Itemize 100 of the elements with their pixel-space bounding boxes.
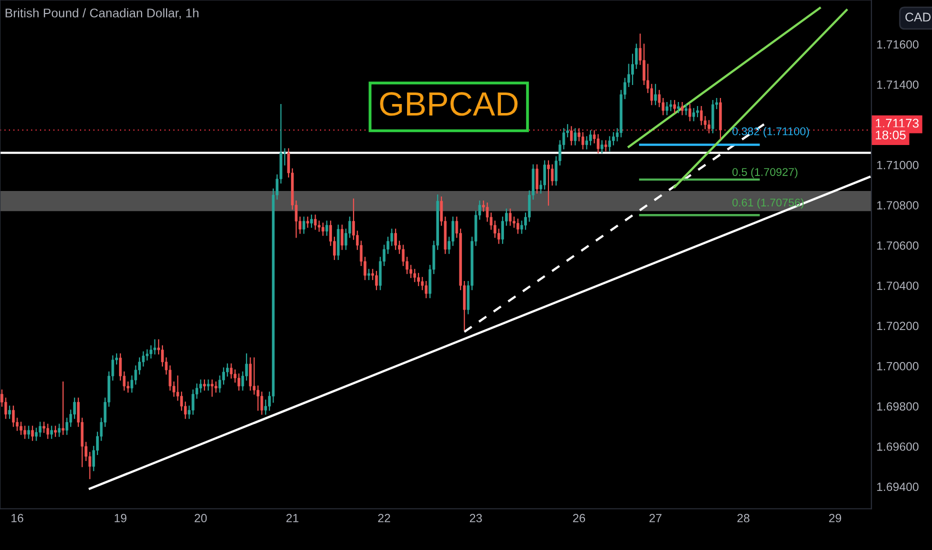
- candlestick: [367, 268, 370, 280]
- candlestick: [654, 84, 657, 106]
- text: British Pound / Canadian Dollar, 1h: [6, 8, 198, 19]
- candlestick: [38, 422, 42, 437]
- candlestick: [264, 400, 267, 415]
- candlestick: [516, 218, 520, 234]
- x-tick-label: 22: [378, 514, 390, 522]
- candlestick: [256, 386, 260, 411]
- candlestick: [54, 426, 57, 437]
- candlestick: [543, 160, 546, 190]
- x-tick-label: 19: [114, 514, 126, 522]
- candlestick: [20, 422, 22, 435]
- candlestick: [310, 214, 313, 228]
- candlestick: [390, 228, 394, 246]
- y-tick-label: 1.71000: [877, 160, 918, 170]
- y-tick-label: 1.69800: [877, 402, 918, 411]
- candlestick: [677, 102, 680, 114]
- candlestick: [325, 220, 328, 236]
- candlestick: [424, 280, 428, 298]
- candlestick: [497, 228, 500, 244]
- candlestick: [550, 164, 554, 186]
- candlestick: [520, 220, 524, 234]
- candlestick: [536, 164, 538, 194]
- candlestick: [31, 426, 34, 441]
- candlestick: [589, 130, 592, 146]
- candlestick: [153, 339, 156, 354]
- x-tick-label: 21: [286, 514, 298, 522]
- candlestick: [58, 424, 61, 437]
- annotation: GBPCAD: [380, 92, 518, 116]
- candlestick: [260, 392, 264, 415]
- candlestick: [402, 244, 405, 266]
- candlestick: [700, 106, 703, 126]
- y-tick-label: 1.70200: [877, 322, 918, 330]
- candlestick: [230, 363, 233, 379]
- x-tick-label: 20: [194, 514, 207, 522]
- candlestick: [8, 406, 11, 419]
- x-tick-label: 16: [12, 514, 24, 522]
- candlestick: [680, 102, 684, 116]
- candlestick: [50, 426, 53, 439]
- text: 18:05: [876, 130, 906, 140]
- candlestick: [452, 216, 454, 246]
- candlestick: [394, 228, 397, 250]
- candlestick: [46, 424, 50, 439]
- candlestick: [688, 104, 692, 122]
- candlestick: [27, 426, 30, 439]
- candlestick: [322, 222, 324, 236]
- candlestick: [547, 160, 550, 206]
- y-tick-label: 1.70400: [877, 282, 918, 290]
- x-tick-label: 29: [829, 514, 842, 522]
- y-tick-label: 1.69400: [877, 482, 918, 492]
- candlestick: [417, 272, 420, 286]
- candlestick: [206, 380, 210, 391]
- y-tick-label: 1.69600: [877, 442, 918, 451]
- candlestick: [582, 132, 584, 150]
- x-tick-label: 26: [573, 514, 586, 522]
- candlestick: [612, 132, 615, 146]
- candlestick: [642, 44, 646, 86]
- candlestick: [570, 126, 573, 146]
- candlestick: [203, 380, 206, 391]
- candlestick: [238, 373, 240, 391]
- candlestick: [692, 108, 696, 122]
- candlestick: [210, 380, 214, 397]
- candlestick: [604, 140, 608, 152]
- candlestick: [585, 136, 588, 150]
- candlestick: [23, 426, 26, 439]
- candlestick: [302, 216, 306, 234]
- y-tick-label: 1.70600: [877, 241, 918, 250]
- candlestick: [684, 104, 688, 116]
- y-tick-label: 1.71600: [877, 40, 918, 49]
- candlestick: [673, 100, 676, 114]
- candlestick: [248, 357, 252, 391]
- candlestick: [696, 106, 699, 118]
- candlestick: [306, 216, 310, 228]
- candlestick: [508, 208, 512, 226]
- annotation: 0.61 (1.70756): [732, 198, 804, 209]
- candlestick: [596, 134, 600, 154]
- x-tick-label: 23: [470, 514, 482, 522]
- candlestick: [314, 214, 317, 230]
- candlestick: [252, 357, 256, 395]
- annotation: 0.5 (1.70927): [732, 168, 798, 178]
- y-tick-label: 1.70000: [877, 362, 918, 370]
- candlestick: [218, 375, 222, 393]
- candlestick: [669, 100, 672, 112]
- candlestick: [600, 140, 604, 154]
- x-tick-label: 27: [650, 514, 662, 522]
- candlestick: [226, 363, 229, 377]
- annotation: 0.382 (1.71100): [732, 127, 809, 138]
- candlestick: [578, 128, 580, 142]
- candlestick: [62, 382, 64, 435]
- x-tick-label: 28: [737, 514, 750, 522]
- candlestick: [708, 120, 710, 134]
- ref-line-label: 1.71173: [876, 118, 919, 128]
- candlestick: [410, 264, 412, 278]
- candlestick: [666, 102, 668, 116]
- candlestick: [340, 224, 344, 250]
- candlestick: [574, 128, 577, 146]
- candlestick: [413, 268, 416, 282]
- candlestick: [501, 216, 504, 244]
- candlestick: [4, 398, 8, 419]
- candlestick: [375, 270, 378, 290]
